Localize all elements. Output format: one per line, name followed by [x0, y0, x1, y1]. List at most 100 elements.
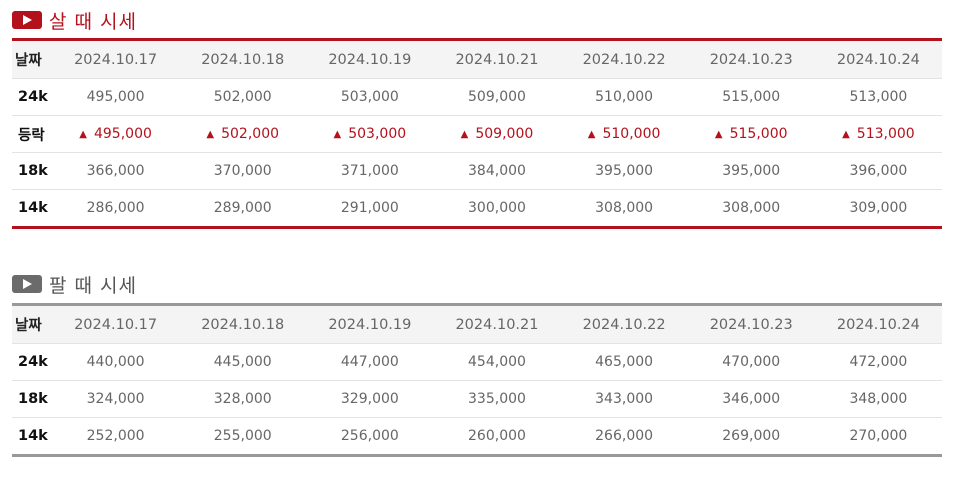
row-label: 24k [12, 78, 53, 116]
price-cell: 266,000 [595, 428, 654, 444]
price-cell: 384,000 [433, 152, 561, 190]
buy-price-table: 날짜 2024.10.17 2024.10.18 2024.10.19 2024… [12, 38, 942, 229]
table-header-row: 날짜 2024.10.17 2024.10.18 2024.10.19 2024… [12, 304, 942, 344]
triangle-up-icon: ▲ [206, 129, 215, 140]
change-value: 503,000 [348, 126, 407, 142]
price-cell: 335,000 [433, 380, 561, 418]
row-label: 등락 [12, 115, 53, 153]
date-header: 2024.10.19 [306, 39, 434, 79]
date-header: 2024.10.19 [306, 304, 434, 344]
change-value: 502,000 [221, 126, 280, 142]
triangle-up-icon: ▲ [79, 129, 87, 140]
triangle-up-icon: ▲ [587, 129, 596, 140]
price-cell: 503,000 [306, 78, 434, 116]
row-label: 18k [12, 152, 53, 190]
price-cell: 445,000 [179, 343, 307, 381]
sell-section-header: 팔 때 시세 [12, 271, 137, 297]
row-label: 14k [18, 428, 48, 444]
price-cell: 252,000 [86, 428, 145, 444]
price-cell: 286,000 [86, 200, 145, 216]
row-label: 14k [18, 200, 48, 216]
triangle-up-icon: ▲ [460, 129, 469, 140]
price-cell: 308,000 [595, 200, 654, 216]
price-cell: 308,000 [722, 200, 781, 216]
change-cell: ▲ 513,000 [814, 115, 942, 153]
price-cell: 328,000 [179, 380, 307, 418]
price-cell: 289,000 [213, 200, 272, 216]
date-header: 2024.10.24 [814, 39, 942, 79]
change-cell: ▲ 503,000 [306, 115, 434, 153]
change-value: 509,000 [475, 126, 534, 142]
price-cell: 515,000 [687, 78, 815, 116]
date-header: 2024.10.23 [687, 304, 815, 344]
sell-section-title: 팔 때 시세 [49, 274, 137, 297]
price-cell: 309,000 [849, 200, 908, 216]
table-row: 14k 252,000 255,000 256,000 260,000 266,… [12, 418, 942, 456]
change-value: 495,000 [93, 126, 152, 142]
price-cell: 324,000 [52, 380, 180, 418]
row-label: 18k [12, 380, 53, 418]
date-header: 2024.10.22 [560, 304, 688, 344]
date-header: 2024.10.18 [179, 39, 307, 79]
change-cell: ▲ 495,000 [52, 115, 180, 153]
play-icon [12, 275, 42, 293]
table-row: 24k 440,000 445,000 447,000 454,000 465,… [12, 343, 942, 381]
price-cell: 502,000 [179, 78, 307, 116]
price-cell: 470,000 [687, 343, 815, 381]
price-cell: 509,000 [433, 78, 561, 116]
price-cell: 447,000 [306, 343, 434, 381]
price-cell: 346,000 [687, 380, 815, 418]
price-cell: 395,000 [687, 152, 815, 190]
price-cell: 300,000 [468, 200, 526, 216]
price-cell: 370,000 [179, 152, 307, 190]
sell-price-table: 날짜 2024.10.17 2024.10.18 2024.10.19 2024… [12, 303, 942, 457]
price-cell: 291,000 [340, 200, 399, 216]
price-cell: 495,000 [52, 78, 180, 116]
date-header: 2024.10.21 [433, 39, 561, 79]
change-value: 513,000 [856, 126, 915, 142]
price-cell: 255,000 [213, 428, 272, 444]
price-cell: 329,000 [306, 380, 434, 418]
triangle-up-icon: ▲ [842, 129, 850, 140]
buy-section-header: 살 때 시세 [12, 7, 137, 33]
date-header: 2024.10.23 [687, 39, 815, 79]
price-cell: 260,000 [468, 428, 526, 444]
date-header: 2024.10.17 [52, 304, 180, 344]
date-header: 2024.10.18 [179, 304, 307, 344]
table-row: 18k 366,000 370,000 371,000 384,000 395,… [12, 152, 942, 190]
date-column-label: 날짜 [12, 39, 53, 79]
price-cell: 348,000 [814, 380, 942, 418]
buy-section-title: 살 때 시세 [49, 10, 137, 33]
change-cell: ▲ 510,000 [560, 115, 688, 153]
table-row: 24k 495,000 502,000 503,000 509,000 510,… [12, 78, 942, 116]
price-cell: 343,000 [560, 380, 688, 418]
price-cell: 269,000 [722, 428, 781, 444]
change-cell: ▲ 502,000 [179, 115, 307, 153]
change-value: 515,000 [729, 126, 788, 142]
price-cell: 440,000 [52, 343, 180, 381]
triangle-up-icon: ▲ [714, 129, 723, 140]
price-cell: 366,000 [52, 152, 180, 190]
change-cell: ▲ 515,000 [687, 115, 815, 153]
date-column-label: 날짜 [12, 304, 53, 344]
price-cell: 454,000 [433, 343, 561, 381]
table-row: 18k 324,000 328,000 329,000 335,000 343,… [12, 380, 942, 418]
price-cell: 472,000 [814, 343, 942, 381]
row-label: 24k [12, 343, 53, 381]
table-header-row: 날짜 2024.10.17 2024.10.18 2024.10.19 2024… [12, 39, 942, 79]
date-header: 2024.10.22 [560, 39, 688, 79]
price-cell: 465,000 [560, 343, 688, 381]
play-icon [12, 11, 42, 29]
change-value: 510,000 [602, 126, 661, 142]
triangle-up-icon: ▲ [333, 129, 342, 140]
table-row: 14k 286,000 289,000 291,000 300,000 308,… [12, 190, 942, 228]
price-cell: 510,000 [560, 78, 688, 116]
date-header: 2024.10.24 [814, 304, 942, 344]
price-cell: 513,000 [814, 78, 942, 116]
price-cell: 395,000 [560, 152, 688, 190]
price-cell: 396,000 [814, 152, 942, 190]
date-header: 2024.10.21 [433, 304, 561, 344]
price-cell: 371,000 [306, 152, 434, 190]
table-row: 등락 ▲ 495,000 ▲ 502,000 ▲ 503,000 ▲ 509,000 ▲… [12, 115, 942, 153]
date-header: 2024.10.17 [52, 39, 180, 79]
